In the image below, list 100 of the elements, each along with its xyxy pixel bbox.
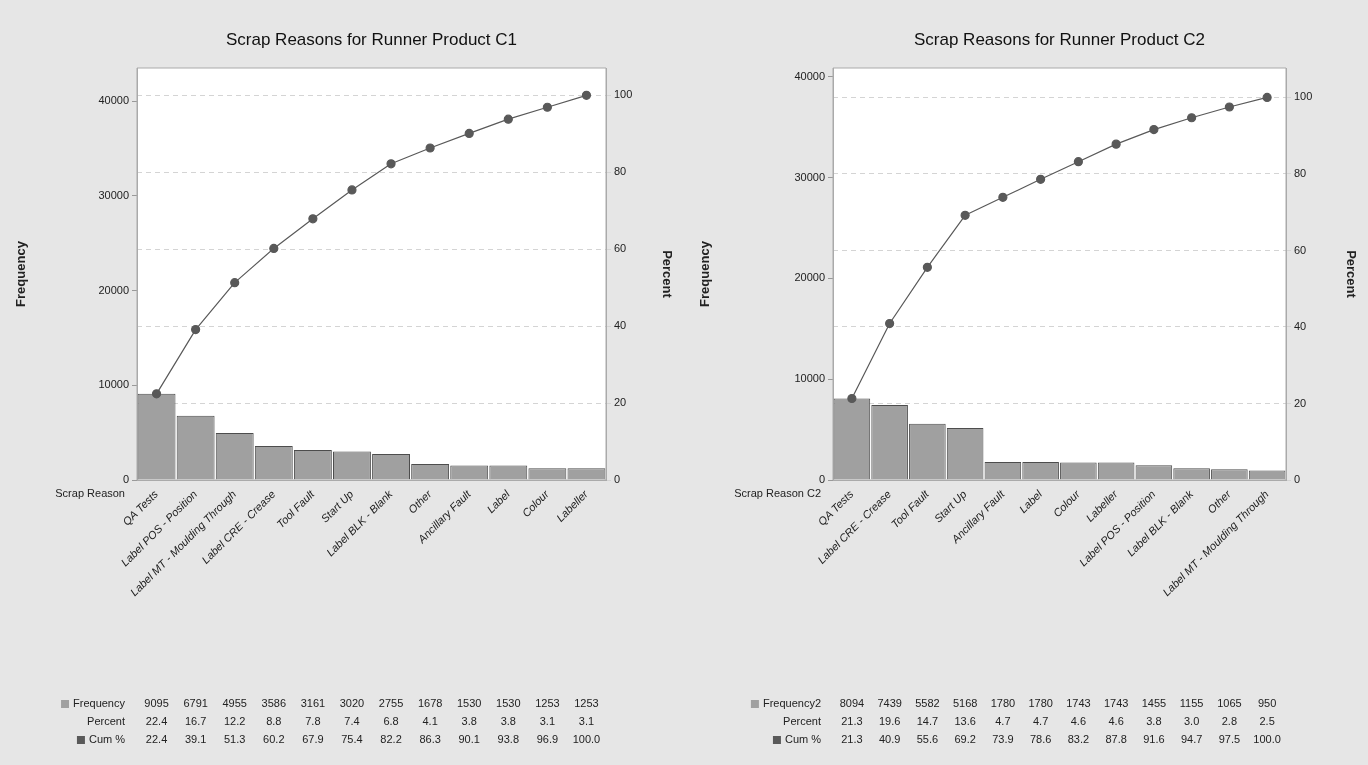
data-label: 7439 xyxy=(877,697,902,710)
data-label: 91.6 xyxy=(1143,733,1165,746)
y2-tick-label: 20 xyxy=(614,396,627,409)
data-label: 1780 xyxy=(990,697,1016,710)
text: 3.8 xyxy=(461,715,477,728)
data-label: 1743 xyxy=(1103,697,1129,710)
y2-tick-label: 100 xyxy=(614,88,633,101)
y2-tick-label: 0 xyxy=(614,473,621,486)
point xyxy=(885,318,895,329)
data-label: 1678 xyxy=(417,697,443,710)
data-label: 75.4 xyxy=(341,733,363,746)
text: 4.7 xyxy=(995,715,1011,728)
data-label: 3161 xyxy=(300,697,326,710)
point xyxy=(1073,157,1083,167)
y2-tick-label: 100 xyxy=(1294,90,1313,103)
y-axis-title: Frequency xyxy=(13,240,29,307)
data-label: 1253 xyxy=(574,697,599,710)
point xyxy=(922,262,932,272)
chart-title: Scrap Reasons for Runner Product C1 xyxy=(225,29,518,49)
point xyxy=(151,389,162,399)
y-axis-title: Frequency xyxy=(697,240,713,307)
chart-title: Scrap Reasons for Runner Product C2 xyxy=(913,29,1206,49)
point xyxy=(847,393,857,404)
data-label: 83.2 xyxy=(1067,733,1090,746)
text: 4.6 xyxy=(1108,715,1124,728)
text: 3.8 xyxy=(1146,715,1162,728)
point xyxy=(1262,92,1272,103)
y2-tick-label: 40 xyxy=(1294,320,1307,333)
y-tick-label: 10000 xyxy=(98,378,129,391)
point xyxy=(464,128,474,138)
point xyxy=(1111,139,1121,149)
data-label: 3020 xyxy=(339,697,365,710)
y-tick-label: 20000 xyxy=(794,271,825,284)
text: 4.6 xyxy=(1070,715,1087,728)
data-label: 94.7 xyxy=(1180,733,1203,746)
text: 2.8 xyxy=(1221,715,1238,728)
data-label: 82.2 xyxy=(380,733,402,746)
point xyxy=(1036,174,1046,184)
y2-axis-title: Percent xyxy=(659,250,675,299)
data-label: 1455 xyxy=(1141,697,1167,710)
point xyxy=(269,243,279,254)
text: Percent xyxy=(783,715,821,728)
y2-tick-label: 40 xyxy=(614,319,627,332)
y-tick-label: 0 xyxy=(122,473,129,486)
y2-axis-title: Percent xyxy=(1343,250,1359,299)
data-label: 39.1 xyxy=(184,733,207,746)
text: 4.1 xyxy=(422,715,438,728)
data-label: 8094 xyxy=(839,697,865,710)
data-label: 87.8 xyxy=(1105,733,1127,746)
data-label: 90.1 xyxy=(458,733,480,746)
point xyxy=(386,159,396,169)
y-tick-label: 30000 xyxy=(98,188,129,201)
point xyxy=(230,278,240,288)
point xyxy=(581,90,592,100)
data-label: 1743 xyxy=(1066,697,1091,710)
y-tick-label: 0 xyxy=(818,473,825,486)
data-label: 78.6 xyxy=(1029,733,1052,746)
y2-tick-label: 60 xyxy=(1294,243,1307,256)
text: Percent xyxy=(87,715,125,728)
y-tick-label: 40000 xyxy=(794,69,825,82)
data-label: 1780 xyxy=(1028,697,1053,710)
y-tick-label: 30000 xyxy=(794,170,825,183)
y-tick-label: 40000 xyxy=(98,94,129,107)
data-label: 3586 xyxy=(261,697,287,710)
text: 7.8 xyxy=(305,715,321,728)
y2-tick-label: 80 xyxy=(1294,167,1307,179)
point xyxy=(542,102,552,112)
point xyxy=(191,324,201,335)
data-label: 69.2 xyxy=(954,733,976,746)
point xyxy=(425,143,435,153)
y2-tick-label: 80 xyxy=(614,165,627,178)
data-label: 6791 xyxy=(183,697,208,710)
point xyxy=(347,185,357,195)
legend-label: Frequency2 xyxy=(762,697,821,710)
data-label: 2755 xyxy=(378,697,404,710)
text: 3.8 xyxy=(500,715,516,728)
text: 14.7 xyxy=(916,715,939,728)
data-label: 1155 xyxy=(1179,697,1204,710)
point xyxy=(1187,113,1197,123)
point xyxy=(1149,124,1159,135)
x-axis-title: Scrap Reason xyxy=(55,487,125,500)
text: 3.1 xyxy=(539,715,556,728)
text: 16.7 xyxy=(184,715,207,728)
text: 8.8 xyxy=(266,715,282,728)
point xyxy=(960,210,970,220)
y2-tick-label: 20 xyxy=(1294,396,1307,409)
text: 12.2 xyxy=(224,715,246,728)
text: 22.4 xyxy=(145,715,168,728)
point xyxy=(503,114,513,124)
y-tick-label: 10000 xyxy=(794,372,825,385)
data-label: 73.9 xyxy=(992,733,1014,746)
x-axis-title: Scrap Reason C2 xyxy=(734,487,821,500)
text: 4.7 xyxy=(1032,715,1049,728)
data-label: 93.8 xyxy=(497,733,519,746)
point xyxy=(308,214,318,224)
data-label: 22.4 xyxy=(145,733,168,746)
y2-tick-label: 0 xyxy=(1294,473,1301,486)
data-label: 1253 xyxy=(535,697,560,710)
legend-label: Cum % xyxy=(88,733,126,746)
text: 7.4 xyxy=(344,715,360,728)
